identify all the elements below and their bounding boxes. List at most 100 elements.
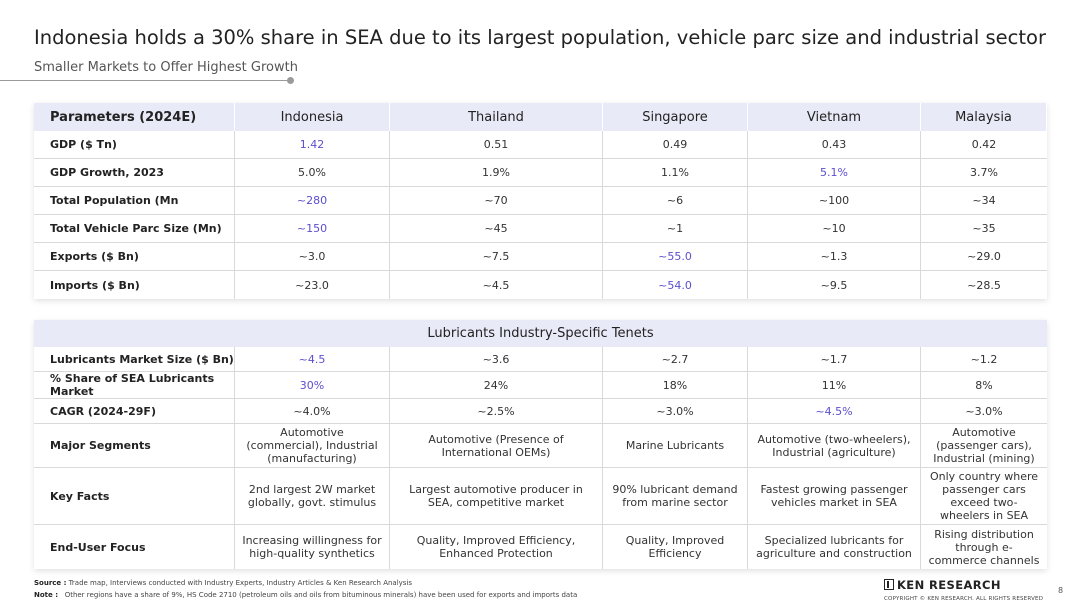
table-cell: 2nd largest 2W market globally, govt. st…	[235, 468, 390, 525]
table-row: Exports ($ Bn) ~3.0 ~7.5 ~55.0 ~1.3 ~29.0	[34, 243, 1047, 271]
row-label: GDP ($ Tn)	[34, 131, 235, 159]
table-cell: Automotive (commercial), Industrial (man…	[235, 424, 390, 468]
table-cell: ~1.7	[748, 347, 921, 372]
table-cell: Increasing willingness for high-quality …	[235, 525, 390, 569]
table-cell: ~1.3	[748, 243, 921, 271]
table-cell: ~34	[921, 187, 1047, 215]
page-subtitle: Smaller Markets to Offer Highest Growth	[34, 60, 298, 75]
lubricants-table: Lubricants Industry-Specific Tenets Lubr…	[34, 320, 1048, 569]
header-cell: Thailand	[390, 103, 603, 131]
table-cell: Marine Lubricants	[603, 424, 748, 468]
table-cell: ~10	[748, 215, 921, 243]
table-row: Key Facts 2nd largest 2W market globally,…	[34, 468, 1048, 525]
table-cell: ~23.0	[235, 271, 390, 299]
table-cell: ~70	[390, 187, 603, 215]
table-cell: Only country where passenger cars exceed…	[921, 468, 1048, 525]
table-cell: ~100	[748, 187, 921, 215]
header-cell: Singapore	[603, 103, 748, 131]
header-cell: Parameters (2024E)	[34, 103, 235, 131]
table-row: Total Population (Mn ~280 ~70 ~6 ~100 ~34	[34, 187, 1047, 215]
table-cell: 1.1%	[603, 159, 748, 187]
table-cell: 0.42	[921, 131, 1047, 159]
table-cell: 1.9%	[390, 159, 603, 187]
row-label: End-User Focus	[34, 525, 235, 569]
table-cell: ~4.5	[235, 347, 390, 372]
table-cell: 18%	[603, 372, 748, 399]
table-cell: ~3.6	[390, 347, 603, 372]
source-line: Source : Trade map, Interviews conducted…	[34, 579, 412, 587]
header-cell: Vietnam	[748, 103, 921, 131]
page-title: Indonesia holds a 30% share in SEA due t…	[34, 26, 1046, 49]
table-cell: ~7.5	[390, 243, 603, 271]
table-cell: ~1.2	[921, 347, 1048, 372]
table-cell: Automotive (two-wheelers), Industrial (a…	[748, 424, 921, 468]
table-cell: ~3.0%	[603, 399, 748, 424]
logo-text: KEN RESEARCH	[897, 578, 1001, 592]
table-cell: ~3.0	[235, 243, 390, 271]
table-cell: ~45	[390, 215, 603, 243]
parameters-header-row: Parameters (2024E) Indonesia Thailand Si…	[34, 103, 1047, 131]
lubricants-header-row: Lubricants Industry-Specific Tenets	[34, 320, 1048, 347]
row-label: Lubricants Market Size ($ Bn)	[34, 347, 235, 372]
table-row: % Share of SEA Lubricants Market 30% 24% 18…	[34, 372, 1048, 399]
table-row: GDP Growth, 2023 5.0% 1.9% 1.1% 5.1% 3.7%	[34, 159, 1047, 187]
row-label: Exports ($ Bn)	[34, 243, 235, 271]
table-cell: ~150	[235, 215, 390, 243]
table-cell: ~6	[603, 187, 748, 215]
row-label: Key Facts	[34, 468, 235, 525]
row-label: CAGR (2024-29F)	[34, 399, 235, 424]
row-label: Total Vehicle Parc Size (Mn)	[34, 215, 235, 243]
table-cell: ~54.0	[603, 271, 748, 299]
table-cell: ~4.0%	[235, 399, 390, 424]
table-cell: ~35	[921, 215, 1047, 243]
table-row: CAGR (2024-29F) ~4.0% ~2.5% ~3.0% ~4.5% ~3.0%	[34, 399, 1048, 424]
page-number: 8	[1058, 586, 1064, 595]
table-cell: 11%	[748, 372, 921, 399]
table-cell: 5.0%	[235, 159, 390, 187]
lubricants-table-heading: Lubricants Industry-Specific Tenets	[34, 320, 1048, 347]
source-label: Source :	[34, 579, 67, 587]
table-cell: Quality, Improved Efficiency, Enhanced P…	[390, 525, 603, 569]
table-row: Major Segments Automotive (commercial), I…	[34, 424, 1048, 468]
table-cell: 0.51	[390, 131, 603, 159]
table-cell: ~28.5	[967, 278, 1001, 292]
table-row: Lubricants Market Size ($ Bn) ~4.5 ~3.6 ~2.…	[34, 347, 1048, 372]
table-cell: Largest automotive producer in SEA, comp…	[390, 468, 603, 525]
table-cell: ~9.5	[748, 271, 921, 299]
ken-logo-icon	[884, 579, 894, 590]
note-line: Note : Other regions have a share of 9%,…	[34, 591, 577, 599]
table-cell: Automotive (passenger cars), Industrial …	[921, 424, 1048, 468]
parameters-table: Parameters (2024E) Indonesia Thailand Si…	[34, 103, 1047, 299]
table-cell: 24%	[390, 372, 603, 399]
table-row: Total Vehicle Parc Size (Mn) ~150 ~45 ~1 ~10…	[34, 215, 1047, 243]
table-cell: ~55.0	[603, 243, 748, 271]
table-cell: Automotive (Presence of International OE…	[390, 424, 603, 468]
table-cell: 1.42	[235, 131, 390, 159]
subtitle-divider	[0, 80, 290, 81]
table-cell: 5.1%	[748, 159, 921, 187]
header-cell: Malaysia	[921, 103, 1047, 131]
note-text: Other regions have a share of 9%, HS Cod…	[64, 591, 578, 599]
table-row: End-User Focus Increasing willingness for…	[34, 525, 1047, 569]
table-cell: 90% lubricant demand from marine sector	[603, 468, 748, 525]
table-cell: ~2.5%	[390, 399, 603, 424]
header-cell: Indonesia	[235, 103, 390, 131]
table-cell: 8%	[921, 372, 1048, 399]
note-label: Note :	[34, 591, 58, 599]
table-cell: ~4.5	[390, 271, 603, 299]
table-cell: Fastest growing passenger vehicles marke…	[748, 468, 921, 525]
subtitle-divider-dot	[287, 77, 294, 84]
table-cell: ~4.5%	[748, 399, 921, 424]
source-text: Trade map, Interviews conducted with Ind…	[68, 579, 413, 587]
table-cell: ~29.0	[921, 243, 1047, 271]
table-cell: 0.49	[603, 131, 748, 159]
table-cell: ~2.7	[603, 347, 748, 372]
table-cell: Specialized lubricants for agriculture a…	[748, 525, 921, 569]
row-label: GDP Growth, 2023	[34, 159, 235, 187]
table-cell: ~3.0%	[921, 399, 1048, 424]
table-cell: Rising distribution through e-commerce c…	[928, 527, 1040, 567]
table-cell: ~280	[235, 187, 390, 215]
row-label: Major Segments	[34, 424, 235, 468]
row-label: % Share of SEA Lubricants Market	[34, 372, 235, 399]
copyright-text: COPYRIGHT © KEN RESEARCH. ALL RIGHTS RES…	[884, 596, 1044, 602]
